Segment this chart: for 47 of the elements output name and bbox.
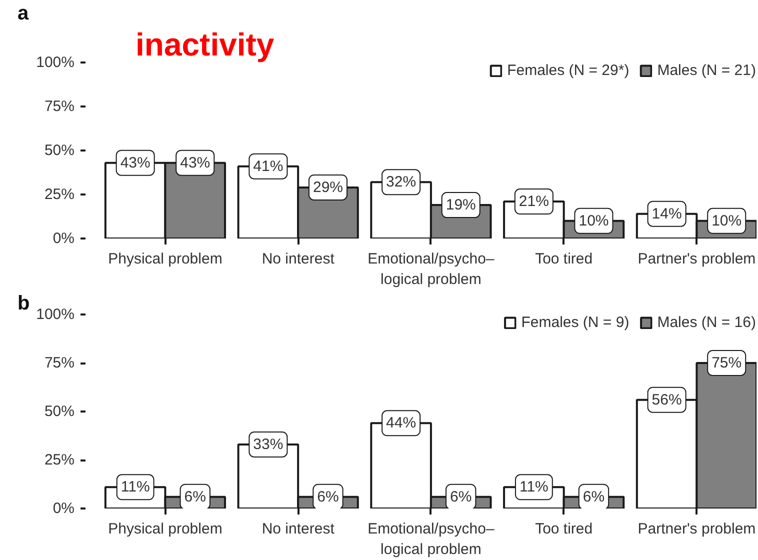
data-label: 11% [519, 478, 548, 496]
y-tick-label: 0% [52, 500, 75, 517]
data-label: 56% [652, 391, 682, 408]
data-label: 41% [253, 158, 284, 175]
data-label: 6% [184, 488, 206, 506]
legend-label: Females (N = 29*) [507, 62, 630, 79]
legend-label: Females (N = 9) [521, 314, 630, 331]
data-label: 6% [450, 488, 472, 506]
data-label: 29% [312, 178, 344, 196]
y-tick-label: 0% [52, 230, 75, 247]
data-label: 75% [712, 354, 742, 372]
y-tick-label: 100% [36, 54, 75, 71]
data-label: 43% [180, 154, 210, 172]
y-tick-label: 25% [44, 452, 75, 468]
data-label: 19% [446, 196, 476, 214]
x-tick-label: Too tired [535, 250, 593, 268]
y-tick-label: 100% [36, 306, 75, 323]
data-label: 33% [253, 436, 284, 453]
data-label: 6% [317, 488, 339, 506]
x-tick-label: No interest [262, 250, 336, 268]
data-label: 14% [652, 205, 682, 222]
y-tick-label: 50% [44, 142, 75, 159]
data-label: 43% [120, 154, 150, 172]
chart-subtitle: inactivity [136, 26, 274, 62]
x-tick-label: Emotional/psycho– logical problem [368, 520, 495, 558]
x-tick-label: No interest [262, 520, 336, 538]
data-label: 44% [386, 414, 416, 432]
x-tick-label: Emotional/psycho– logical problem [368, 250, 495, 288]
data-label: 32% [386, 174, 416, 191]
x-tick-label: Too tired [535, 520, 593, 538]
x-tick-label: Partner's problem [638, 520, 756, 538]
legend-label: Males (N = 16) [657, 314, 756, 331]
chart-title: a [18, 2, 30, 24]
y-tick-label: 75% [44, 354, 75, 372]
data-label: 10% [578, 212, 609, 230]
y-tick-label: 50% [44, 403, 75, 420]
data-label: 6% [582, 488, 605, 506]
y-tick-label: 25% [44, 186, 75, 203]
data-label: 11% [120, 478, 150, 496]
y-tick-label: 75% [44, 98, 75, 115]
chart-title: b [18, 292, 30, 314]
data-label: 21% [518, 193, 549, 210]
x-tick-label: Partner's problem [638, 250, 756, 268]
data-label: 10% [712, 212, 742, 230]
x-tick-label: Physical problem [108, 520, 222, 538]
x-tick-label: Physical problem [108, 250, 222, 268]
legend-label: Males (N = 21) [657, 62, 756, 79]
